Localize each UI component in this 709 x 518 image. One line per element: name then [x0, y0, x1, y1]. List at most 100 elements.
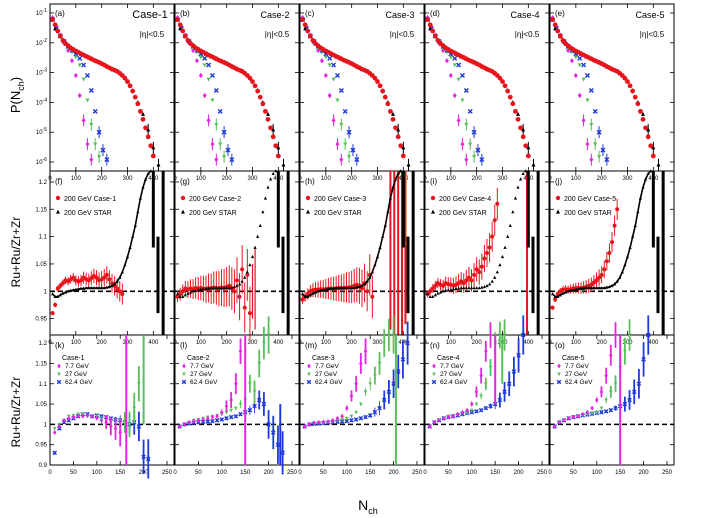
data-point: [428, 289, 433, 294]
data-point: [182, 422, 187, 427]
legend-label: 27 GeV: [65, 371, 88, 378]
data-point: [552, 22, 558, 28]
data-point: [463, 88, 469, 94]
x-tick-label: 0: [298, 470, 302, 476]
data-point: [585, 141, 590, 147]
data-point: [377, 361, 382, 366]
x-tick-label: 200: [639, 470, 650, 476]
data-point: [122, 75, 128, 81]
data-point: [266, 185, 270, 189]
data-point: [198, 55, 203, 60]
data-point: [148, 143, 154, 149]
y-axis-label-mid: Ru+Ru/Zr+Zr: [9, 217, 23, 288]
x-tick-label: 250: [287, 470, 298, 476]
data-point: [238, 348, 243, 354]
data-point: [454, 286, 458, 290]
data-point: [156, 162, 161, 167]
data-point: [58, 283, 63, 288]
panel-frame: [424, 334, 550, 466]
data-point: [469, 401, 474, 407]
data-point: [326, 419, 330, 424]
y-tick-label: 1: [44, 289, 48, 295]
x-tick-label: 150: [490, 470, 501, 476]
data-point: [433, 293, 437, 297]
legend-marker-model: [55, 195, 61, 201]
eta-label: |η|<0.5: [390, 30, 415, 39]
data-point: [55, 28, 61, 34]
data-point: [202, 92, 207, 99]
data-point: [247, 75, 253, 81]
panel-tag: (k): [55, 341, 65, 350]
x-tick-label: 200: [97, 176, 108, 182]
data-point: [437, 417, 441, 423]
data-point: [516, 185, 520, 189]
data-point: [455, 411, 460, 417]
data-point: [640, 116, 646, 122]
data-point: [140, 116, 146, 122]
data-point: [240, 279, 244, 283]
data-point: [274, 169, 278, 173]
data-point: [387, 333, 391, 338]
data-point: [370, 294, 375, 299]
tick-base: 10: [36, 11, 43, 17]
data-point: [609, 352, 613, 358]
data-point: [490, 234, 495, 239]
x-tick-label: 50: [445, 470, 452, 476]
legend-label-star: 200 GeV STAR: [64, 210, 112, 217]
legend-label: 27 GeV: [440, 371, 463, 378]
data-point: [229, 397, 233, 403]
data-point: [245, 270, 249, 274]
data-point: [335, 418, 340, 423]
data-point: [358, 415, 364, 421]
fit-curve: [52, 170, 152, 298]
data-point: [146, 127, 151, 132]
data-point: [615, 207, 620, 212]
data-point: [396, 127, 401, 132]
data-point: [500, 254, 505, 259]
data-point: [132, 406, 137, 411]
data-point: [479, 373, 483, 378]
y-tick-label: 1.2: [39, 180, 48, 186]
data-point: [102, 275, 107, 280]
eta-label: |η|<0.5: [140, 30, 165, 39]
x-tick-label: 300: [622, 340, 633, 346]
data-point: [373, 374, 377, 378]
data-point: [465, 407, 469, 413]
data-point: [462, 286, 466, 290]
data-point: [253, 245, 257, 249]
data-point: [218, 142, 223, 147]
series-7-7-gev: [425, 14, 469, 166]
data-point: [625, 79, 630, 84]
data-point: [316, 420, 321, 425]
data-point: [93, 142, 98, 147]
data-point: [386, 389, 392, 395]
x-tick-label: 300: [122, 340, 133, 346]
data-point: [425, 292, 430, 296]
legend-label-model: 200 GeV Case-4: [439, 196, 491, 203]
data-point: [487, 245, 492, 250]
x-tick-label: 300: [247, 340, 258, 346]
data-point: [354, 410, 358, 415]
data-point: [484, 348, 488, 354]
data-point: [177, 424, 182, 429]
data-point: [505, 88, 511, 94]
data-point: [472, 155, 477, 160]
tick-exp: -6: [43, 157, 48, 163]
tick-base: 10: [36, 130, 43, 136]
panel-frame: [49, 334, 175, 466]
data-point: [344, 405, 349, 411]
x-tick-label: 400: [648, 340, 659, 346]
data-point: [50, 17, 55, 22]
data-point: [343, 142, 348, 147]
data-point: [513, 196, 518, 200]
panel-tag: (c): [305, 9, 315, 18]
data-point: [335, 141, 340, 147]
legend-label: 7.7 GeV: [565, 363, 590, 370]
data-point: [327, 55, 333, 61]
y-tick-label: 1.05: [35, 262, 47, 268]
data-point: [85, 413, 90, 418]
data-point: [382, 94, 388, 100]
data-point: [141, 454, 146, 460]
data-point: [210, 414, 215, 420]
data-point: [627, 397, 632, 403]
